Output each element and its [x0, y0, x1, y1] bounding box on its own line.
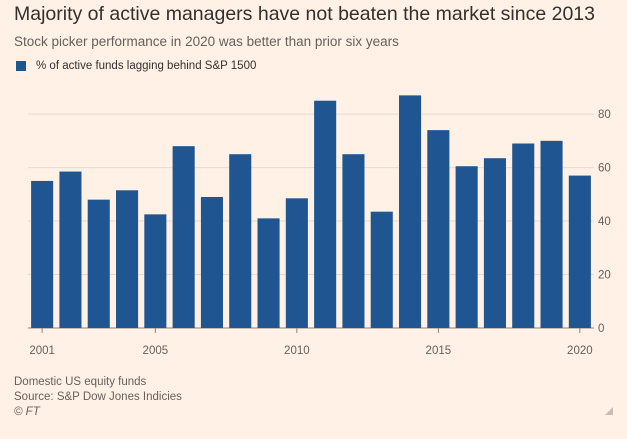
- y-tick-label: 60: [598, 163, 611, 175]
- bar-2005: [144, 214, 167, 328]
- chart-footer: Domestic US equity funds Source: S&P Dow…: [14, 375, 182, 420]
- footer-source: Source: S&P Dow Jones Indicies: [14, 391, 182, 403]
- bar-2007: [200, 196, 223, 328]
- bar-2020: [568, 175, 591, 328]
- y-tick-label: 0: [598, 323, 604, 335]
- bar-2002: [59, 171, 82, 328]
- x-tick-label: 2005: [143, 345, 169, 357]
- bar-2003: [87, 199, 110, 328]
- x-tick-label: 2010: [284, 345, 310, 357]
- bar-2015: [427, 130, 450, 328]
- bar-2019: [540, 140, 563, 328]
- bar-2004: [116, 190, 139, 328]
- y-tick-label: 80: [598, 109, 611, 121]
- bar-2016: [455, 166, 478, 328]
- footer-credit: © FT: [14, 406, 40, 418]
- legend-swatch: [16, 61, 26, 71]
- bar-2008: [229, 154, 252, 328]
- x-tick-label: 2015: [426, 345, 452, 357]
- y-tick-label: 20: [598, 270, 611, 282]
- x-tick-label: 2020: [567, 345, 593, 357]
- bar-2014: [399, 95, 422, 328]
- bar-2009: [257, 218, 280, 328]
- resize-grip-icon: [605, 407, 613, 415]
- footer-note: Domestic US equity funds: [14, 376, 147, 388]
- bar-2001: [31, 180, 54, 328]
- chart-title: Majority of active managers have not bea…: [14, 3, 595, 25]
- bar-2018: [512, 143, 535, 328]
- bar-2010: [285, 198, 308, 328]
- bar-2012: [342, 154, 365, 328]
- bar-2006: [172, 146, 195, 328]
- bar-2017: [483, 158, 506, 328]
- legend-label: % of active funds lagging behind S&P 150…: [36, 60, 257, 72]
- y-tick-label: 40: [598, 216, 611, 228]
- x-tick-label: 2001: [29, 345, 55, 357]
- bar-2013: [370, 211, 393, 328]
- legend: % of active funds lagging behind S&P 150…: [16, 60, 256, 72]
- bar-2011: [314, 100, 337, 328]
- chart-subtitle: Stock picker performance in 2020 was bet…: [14, 34, 399, 49]
